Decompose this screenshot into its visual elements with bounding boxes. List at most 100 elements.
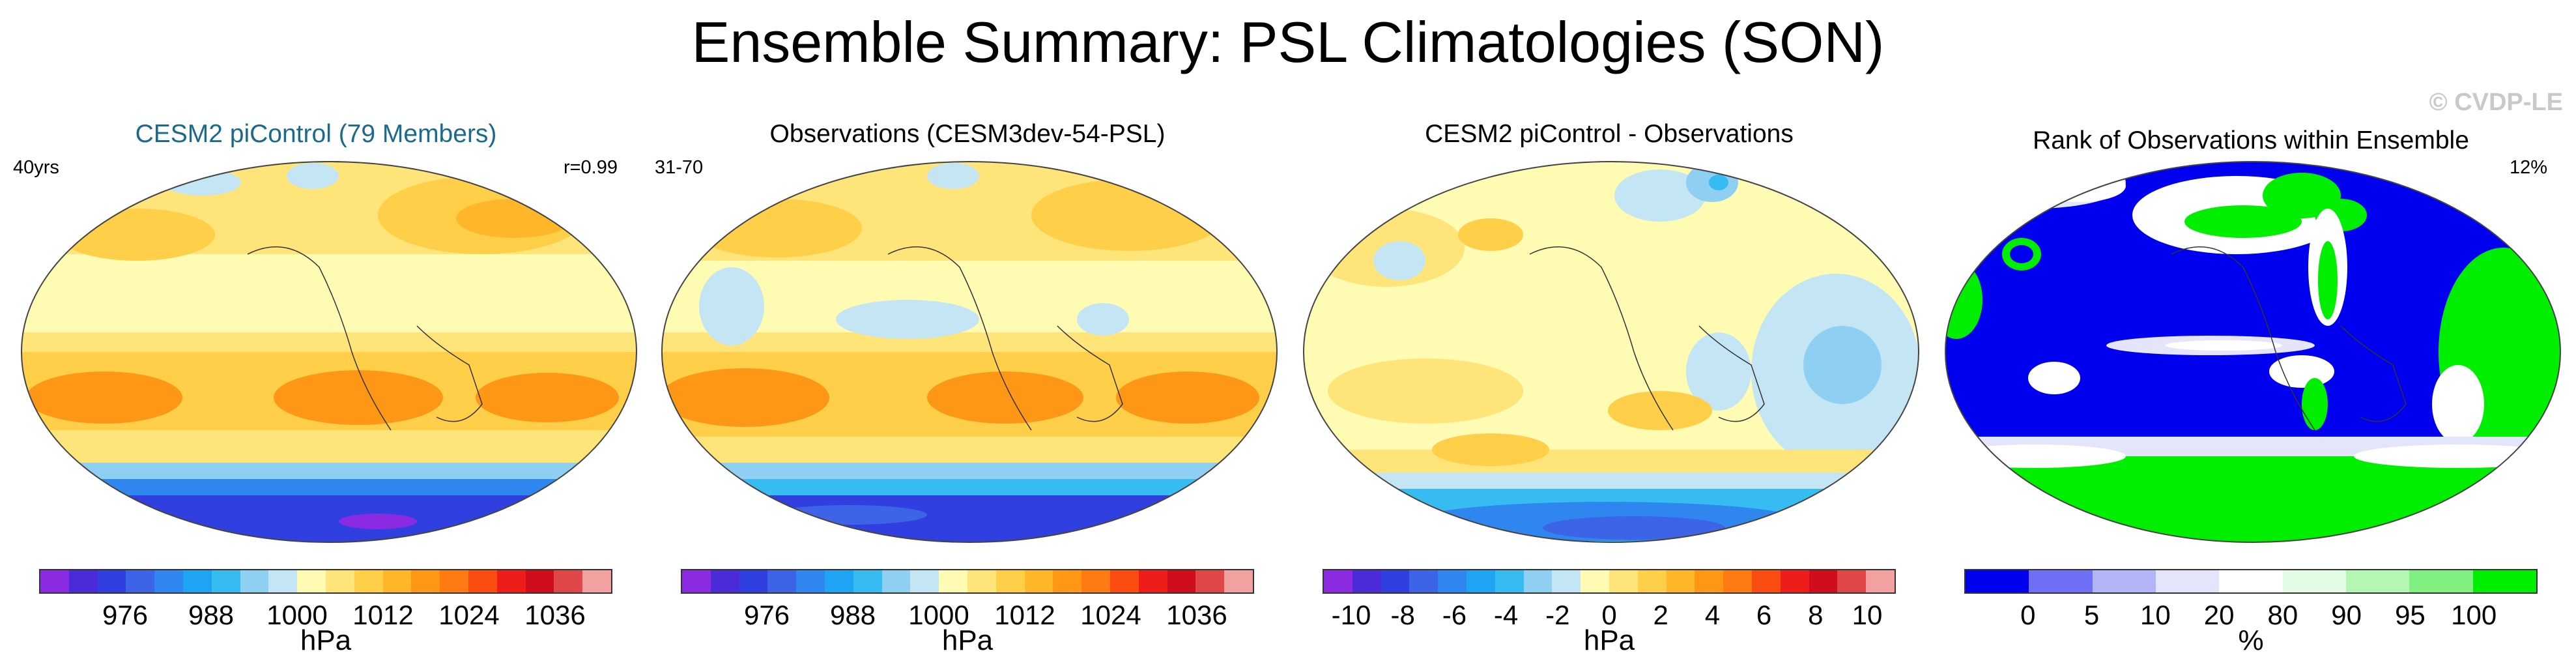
colorbar-swatch — [1081, 570, 1110, 592]
colorbar-swatch — [1167, 570, 1196, 592]
watermark: © CVDP-LE — [2429, 89, 2563, 116]
panel-4-map — [1945, 161, 2561, 543]
colorbar-tick-label: 10 — [1852, 600, 1883, 630]
colorbar-tick-label: 0 — [1601, 600, 1617, 630]
colorbar-swatch — [240, 570, 269, 592]
colorbar-swatch — [1637, 570, 1667, 592]
colorbar-tick-label: 6 — [1756, 600, 1772, 630]
panel-1-years-note: 40yrs — [13, 157, 59, 178]
colorbar-swatch — [2029, 570, 2093, 592]
panel-1-correlation-note: r=0.99 — [563, 157, 618, 178]
colorbar-tick-label: 988 — [829, 600, 876, 630]
colorbar-swatch — [967, 570, 996, 592]
colorbar-swatch — [1780, 570, 1809, 592]
colorbar-swatch — [881, 570, 911, 592]
colorbar-swatch — [268, 570, 298, 592]
colorbar-swatch — [1523, 570, 1553, 592]
colorbar-swatch — [1224, 570, 1253, 592]
colorbar-units: hPa — [1583, 624, 1635, 656]
colorbar-swatch — [796, 570, 825, 592]
colorbar-swatch — [582, 570, 611, 592]
colorbar-swatch — [2219, 570, 2283, 592]
colorbar-tick-label: 8 — [1808, 600, 1824, 630]
colorbar-swatch — [1837, 570, 1867, 592]
colorbar-swatch — [1381, 570, 1410, 592]
colorbar-swatch — [1809, 570, 1838, 592]
colorbar-tick-label: -10 — [1331, 600, 1371, 630]
colorbar-tick-label: 2 — [1653, 600, 1668, 630]
colorbar-swatch — [1466, 570, 1495, 592]
colorbar-swatch — [910, 570, 939, 592]
colorbar-swatch — [2472, 570, 2536, 592]
colorbar-tick-label: 1012 — [994, 600, 1055, 630]
colorbar-tick-label: 1000 — [266, 600, 328, 630]
colorbar-swatch — [154, 570, 183, 592]
colorbar-tick-label: 1036 — [1166, 600, 1227, 630]
colorbar-tick-label: -4 — [1493, 600, 1519, 630]
colorbar-tick-label: 95 — [2395, 600, 2426, 630]
colorbar-swatch — [1409, 570, 1438, 592]
colorbar-swatch — [1495, 570, 1524, 592]
colorbar-swatch — [1195, 570, 1225, 592]
colorbar-swatch — [1695, 570, 1724, 592]
colorbar-swatch — [824, 570, 853, 592]
colorbar-swatch — [995, 570, 1025, 592]
colorbar-swatch — [1438, 570, 1467, 592]
colorbar-swatch — [1581, 570, 1609, 592]
colorbar-swatch — [2409, 570, 2473, 592]
colorbar-swatch — [767, 570, 797, 592]
colorbar-swatch — [1966, 570, 2029, 592]
colorbar-swatch — [297, 570, 326, 592]
colorbar-swatch — [1723, 570, 1752, 592]
colorbar-swatch — [2092, 570, 2156, 592]
colorbar-swatch — [1666, 570, 1695, 592]
panel-1-title: CESM2 piControl (79 Members) — [135, 120, 497, 148]
panel-3-colorbar — [1323, 569, 1896, 594]
panel-1-colorbar — [39, 569, 612, 594]
colorbar-tick-label: 976 — [743, 600, 790, 630]
colorbar-tick-label: 5 — [2083, 600, 2100, 630]
colorbar-swatch — [2282, 570, 2346, 592]
colorbar-swatch — [1138, 570, 1167, 592]
colorbar-swatch — [182, 570, 212, 592]
colorbar-tick-label: 20 — [2203, 600, 2235, 630]
colorbar-tick-label: 4 — [1704, 600, 1721, 630]
colorbar-swatch — [126, 570, 155, 592]
colorbar-units: % — [2238, 624, 2264, 656]
colorbar-swatch — [440, 570, 468, 592]
colorbar-swatch — [496, 570, 526, 592]
colorbar-swatch — [468, 570, 497, 592]
colorbar-tick-label: 0 — [2020, 600, 2036, 630]
panel-3-title: CESM2 piControl - Observations — [1425, 120, 1794, 148]
colorbar-swatch — [853, 570, 882, 592]
colorbar-swatch — [1866, 570, 1895, 592]
panel-2-colorbar — [681, 569, 1254, 594]
colorbar-swatch — [2155, 570, 2220, 592]
colorbar-swatch — [2345, 570, 2410, 592]
panel-1-map — [21, 161, 637, 543]
panel-2-map — [661, 161, 1278, 543]
colorbar-swatch — [411, 570, 440, 592]
colorbar-tick-label: 988 — [188, 600, 235, 630]
colorbar-swatch — [325, 570, 354, 592]
colorbar-tick-label: 80 — [2267, 600, 2298, 630]
colorbar-swatch — [1024, 570, 1053, 592]
panel-4-title: Rank of Observations within Ensemble — [2033, 126, 2469, 154]
colorbar-tick-label: 1024 — [438, 600, 500, 630]
colorbar-swatch — [68, 570, 98, 592]
colorbar-tick-label: 1000 — [908, 600, 969, 630]
colorbar-swatch — [1552, 570, 1581, 592]
colorbar-swatch — [382, 570, 412, 592]
colorbar-tick-label: -8 — [1390, 600, 1415, 630]
colorbar-units: hPa — [300, 624, 352, 656]
colorbar-tick-label: -6 — [1442, 600, 1467, 630]
colorbar-tick-label: 90 — [2331, 600, 2362, 630]
colorbar-swatch — [1609, 570, 1638, 592]
panel-4-colorbar — [1964, 569, 2538, 594]
colorbar-swatch — [97, 570, 126, 592]
colorbar-swatch — [525, 570, 554, 592]
colorbar-tick-label: 1024 — [1080, 600, 1141, 630]
colorbar-swatch — [1053, 570, 1082, 592]
colorbar-swatch — [211, 570, 240, 592]
colorbar-swatch — [554, 570, 583, 592]
